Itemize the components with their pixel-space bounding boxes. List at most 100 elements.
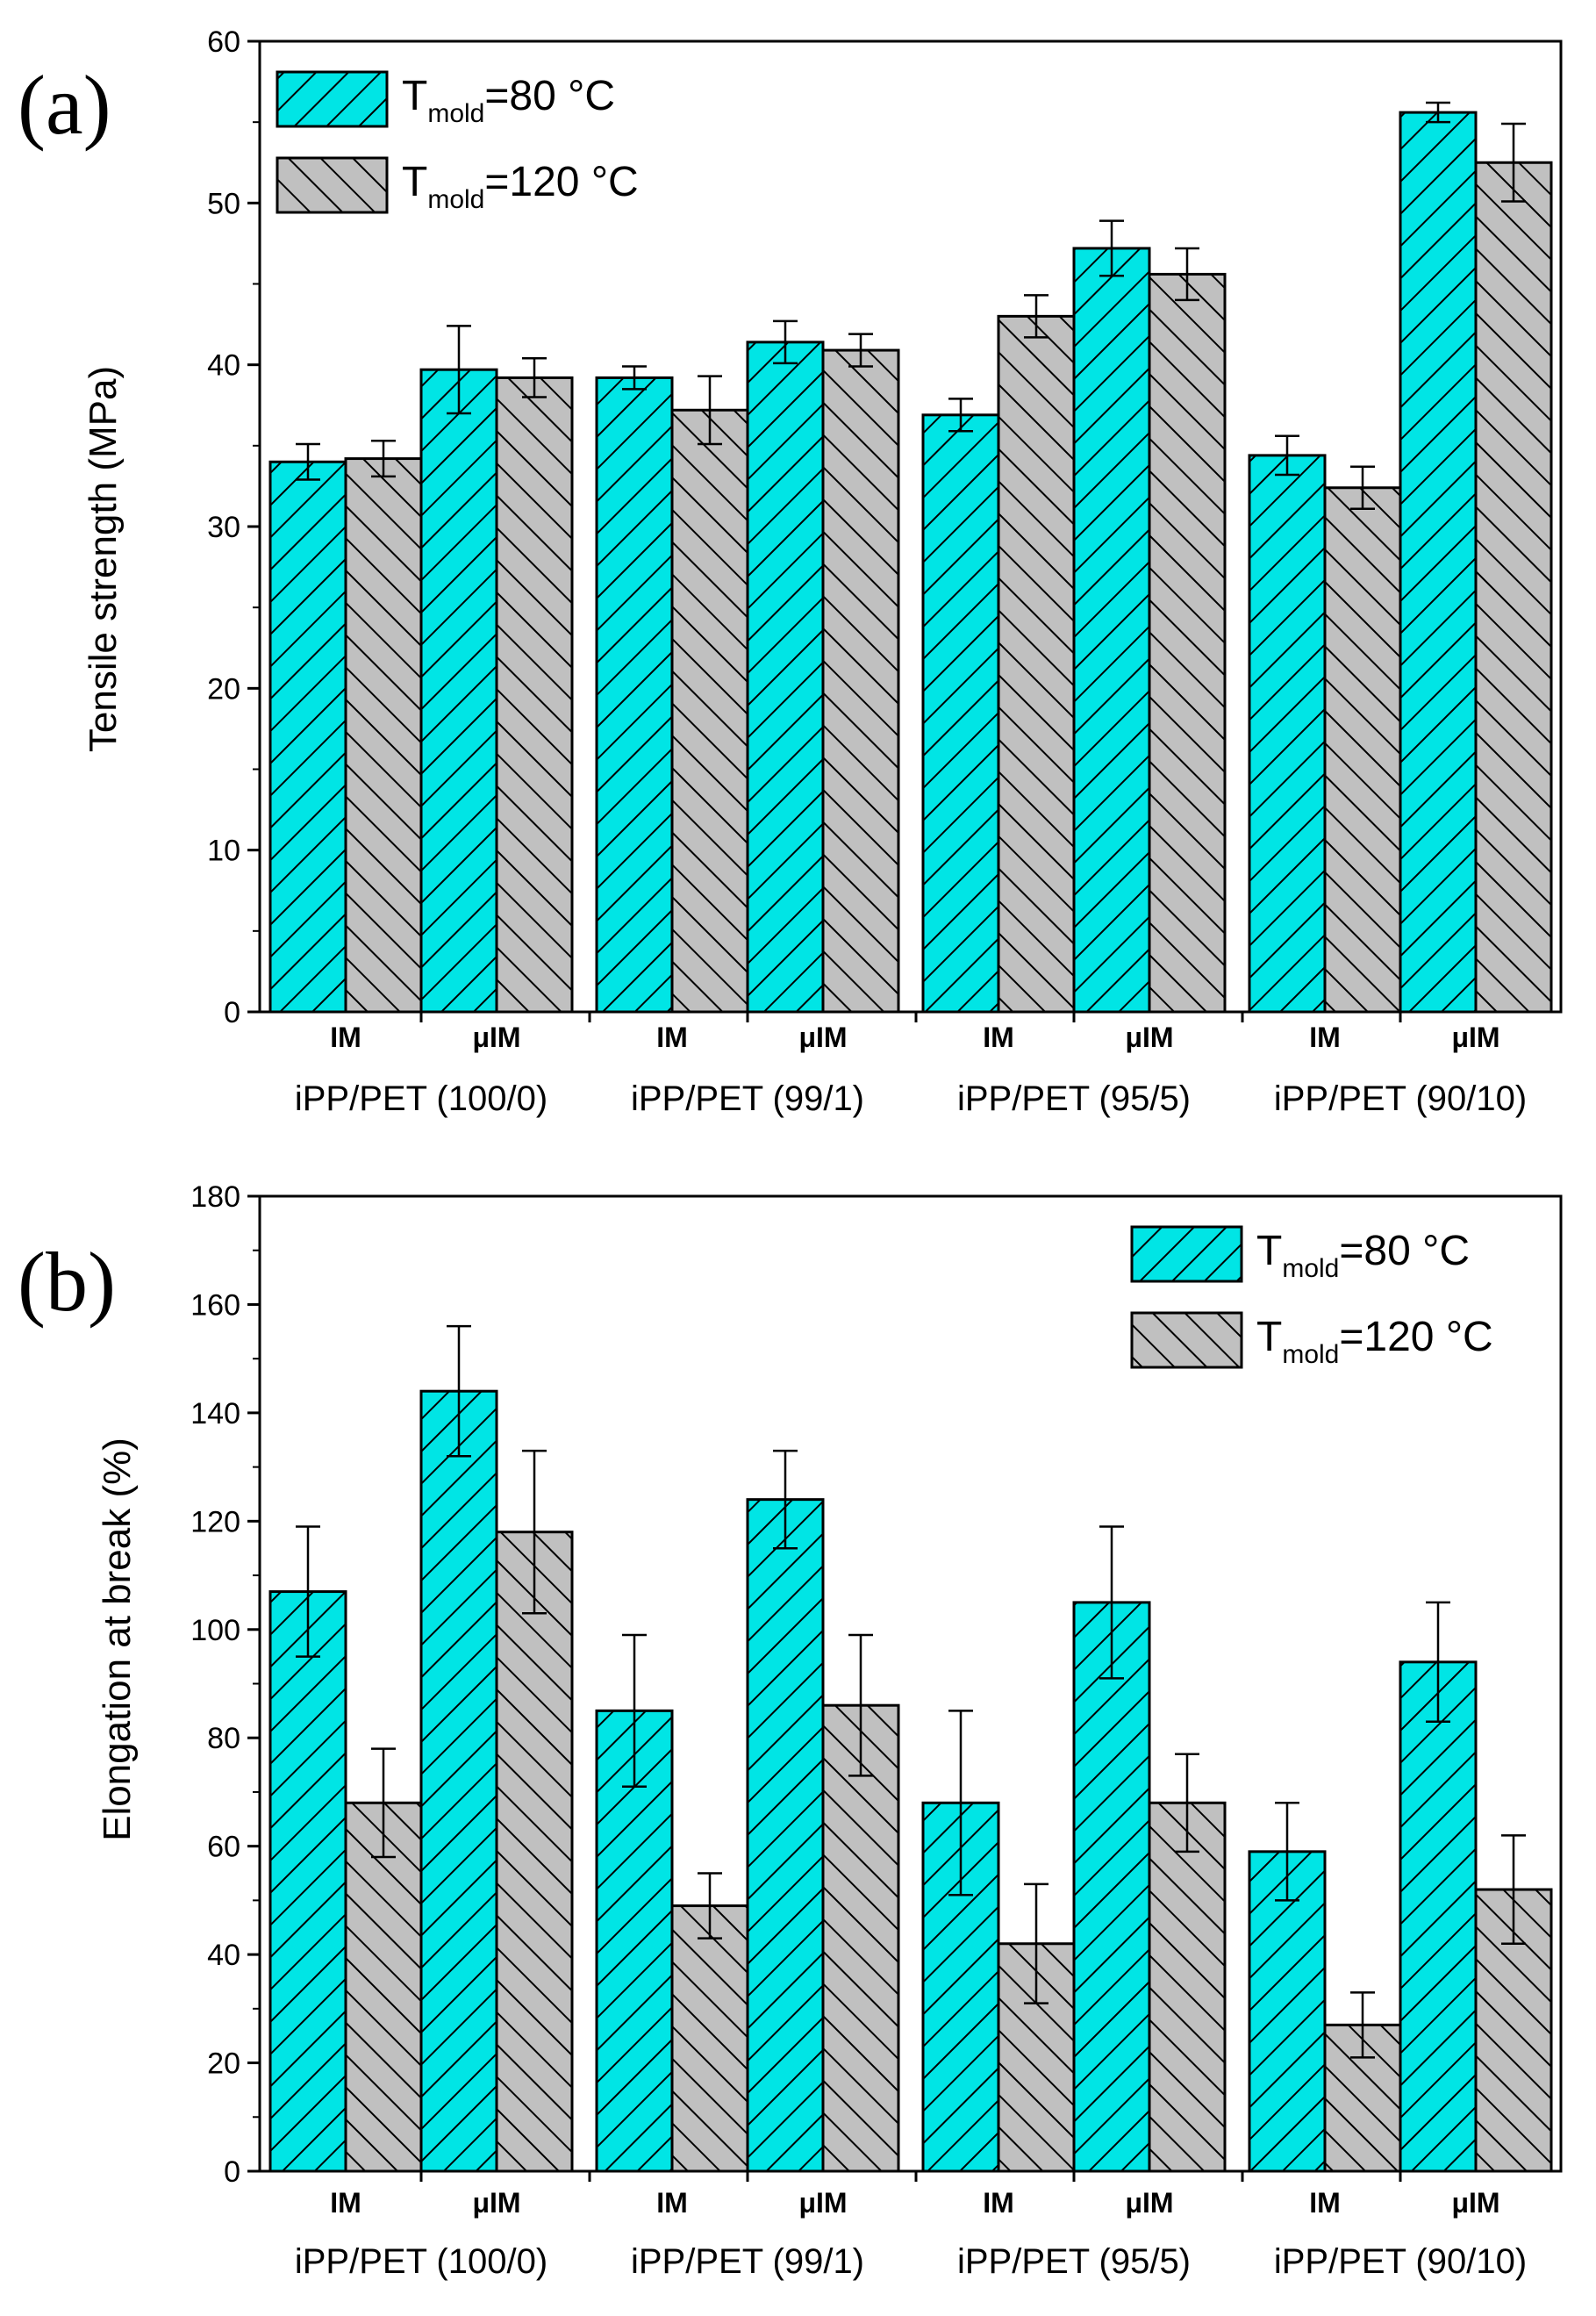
method-label: IM	[656, 2187, 688, 2219]
y-tick-label: 120	[190, 1505, 240, 1538]
group-label: iPP/PET (90/10)	[1274, 2242, 1527, 2281]
y-tick-label: 140	[190, 1397, 240, 1430]
x-axis: IM μIM iPP/PET (100/0) IM μIM iPP/PET (99/1) I…	[295, 1012, 1527, 1118]
error-bar	[1426, 1601, 1450, 1723]
x-axis: IM μIM iPP/PET (100/0) IM μIM iPP/PET (99/1) I…	[295, 2171, 1527, 2281]
panel-label: (a)	[18, 58, 111, 152]
error-bars	[296, 1324, 1526, 2059]
y-tick-label: 40	[207, 349, 240, 383]
y-tick-label: 60	[207, 25, 240, 59]
bar-3-uim-120c	[1148, 272, 1227, 1014]
bar-2-im-120c	[670, 408, 749, 1014]
error-bar	[371, 1747, 396, 1859]
group-label: iPP/PET (100/0)	[295, 2242, 548, 2281]
error-bar	[622, 1633, 647, 1789]
group-label: iPP/PET (99/1)	[631, 1079, 864, 1118]
error-bar	[1426, 101, 1450, 124]
bar-3-uim-120c	[1148, 1801, 1227, 2173]
bar-1-uim-120c	[495, 376, 574, 1014]
bar-1-uim-120c	[495, 1531, 574, 2173]
legend-item-120c: Tmold=120 °C	[276, 156, 639, 214]
bar-4-im-120c	[1323, 486, 1402, 1014]
y-axis: 0 10 20 30 40 50 60	[207, 25, 260, 1029]
error-bar	[773, 1449, 798, 1550]
bar-1-im-80c	[268, 1590, 347, 2173]
error-bar	[522, 1449, 547, 1615]
y-tick-label: 40	[207, 1939, 240, 1972]
error-bar	[773, 319, 798, 365]
bar-2-im-80c	[595, 376, 674, 1014]
error-bars	[296, 101, 1526, 510]
method-label: IM	[983, 1022, 1014, 1053]
legend-item-80c: Tmold=80 °C	[276, 70, 615, 128]
method-label: μIM	[1125, 2187, 1173, 2219]
error-bar	[948, 1710, 973, 1897]
bar-1-im-120c	[344, 1801, 423, 2173]
method-label: IM	[1309, 1022, 1341, 1053]
bar-1-uim-80c	[419, 1389, 498, 2173]
legend-swatch	[276, 70, 389, 128]
error-bar	[1275, 1802, 1299, 1902]
y-tick-label: 0	[224, 2155, 240, 2189]
bar-3-im-120c	[997, 314, 1076, 1014]
bar-2-uim-80c	[746, 341, 825, 1014]
bar-1-uim-80c	[419, 368, 498, 1014]
method-label: μIM	[1125, 1022, 1173, 1053]
error-bar	[698, 375, 722, 446]
y-tick-label: 60	[207, 1831, 240, 1864]
error-bar	[447, 1324, 471, 1458]
error-bar	[698, 1872, 722, 1940]
bar-3-uim-80c	[1072, 247, 1151, 1014]
bars	[268, 1389, 1553, 2173]
group-label: iPP/PET (95/5)	[957, 1079, 1191, 1118]
error-bar	[1024, 1882, 1048, 2004]
bar-1-im-120c	[344, 457, 423, 1014]
error-bar	[1501, 1834, 1526, 1946]
legend: Tmold=80 °C Tmold=120 °C	[276, 70, 639, 214]
method-label: μIM	[1451, 1022, 1499, 1053]
error-bar	[1501, 122, 1526, 203]
error-bar	[1350, 1991, 1375, 2059]
error-bar	[1099, 1525, 1124, 1680]
bar-2-im-120c	[670, 1904, 749, 2173]
method-label: IM	[330, 2187, 361, 2219]
legend-label: Tmold=120 °C	[1256, 1314, 1493, 1369]
bar-1-im-80c	[268, 460, 347, 1014]
error-bar	[1099, 219, 1124, 277]
method-label: IM	[1309, 2187, 1341, 2219]
method-label: μIM	[1451, 2187, 1499, 2219]
error-bar	[848, 1633, 873, 1777]
error-bar	[371, 440, 396, 478]
bar-4-im-80c	[1248, 454, 1327, 1014]
y-tick-label: 160	[190, 1288, 240, 1322]
panel-a: (a) Tensile strength (MPa) 0 10 20 30 40 50 60…	[18, 25, 1563, 1118]
y-tick-label: 30	[207, 511, 240, 544]
panel-label: (b)	[18, 1235, 116, 1329]
error-bar	[447, 325, 471, 415]
y-tick-label: 0	[224, 996, 240, 1029]
y-axis-title: Tensile strength (MPa)	[82, 366, 125, 752]
method-label: μIM	[798, 2187, 847, 2219]
y-axis: 0 20 40 60 80 100 120 140 160 180	[190, 1180, 260, 2189]
legend-label: Tmold=80 °C	[1256, 1228, 1470, 1283]
bar-4-uim-80c	[1399, 111, 1478, 1014]
bar-4-uim-120c	[1474, 161, 1553, 1014]
y-tick-label: 20	[207, 672, 240, 706]
bar-2-uim-120c	[821, 1703, 900, 2173]
method-label: IM	[983, 2187, 1014, 2219]
legend-swatch	[276, 156, 389, 214]
y-tick-label: 180	[190, 1180, 240, 1214]
method-label: μIM	[798, 1022, 847, 1053]
bar-4-uim-80c	[1399, 1660, 1478, 2173]
method-label: μIM	[472, 1022, 520, 1053]
method-label: IM	[656, 1022, 688, 1053]
y-tick-label: 100	[190, 1614, 240, 1647]
y-tick-label: 20	[207, 2047, 240, 2081]
error-bar	[1175, 247, 1199, 302]
bar-3-uim-80c	[1072, 1601, 1151, 2173]
legend-item-80c: Tmold=80 °C	[1130, 1225, 1470, 1283]
error-bar	[296, 1525, 320, 1658]
error-bar	[522, 357, 547, 398]
error-bar	[1275, 434, 1299, 477]
